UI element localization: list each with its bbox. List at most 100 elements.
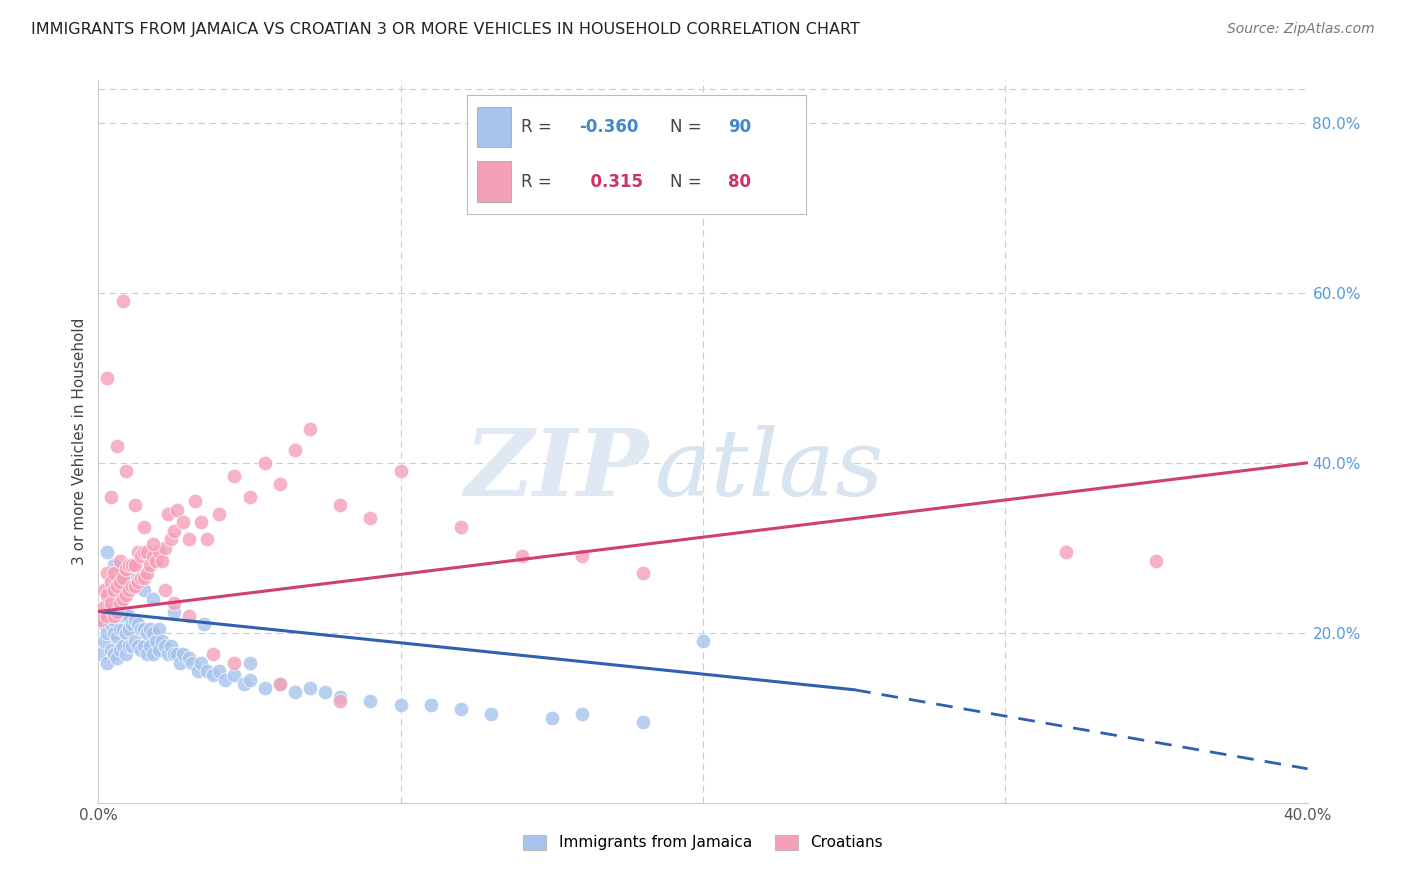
Point — [148, 545, 170, 559]
Point — [103, 625, 125, 640]
Point — [96, 656, 118, 670]
Point — [108, 596, 131, 610]
Point — [450, 702, 472, 716]
Point — [96, 588, 118, 602]
Point — [135, 545, 157, 559]
Point — [132, 570, 155, 584]
Point — [105, 605, 128, 619]
Point — [179, 608, 201, 623]
Point — [163, 647, 186, 661]
Point — [631, 714, 654, 729]
Point — [450, 519, 472, 533]
Point — [269, 677, 291, 691]
Point — [100, 600, 122, 615]
Point — [139, 558, 162, 572]
Point — [145, 634, 167, 648]
Point — [108, 622, 131, 636]
Point — [103, 647, 125, 661]
Point — [571, 549, 593, 564]
Point — [153, 583, 176, 598]
Point — [135, 566, 157, 581]
Point — [224, 468, 246, 483]
Point — [114, 608, 136, 623]
Point — [111, 570, 134, 584]
Point — [118, 608, 141, 623]
Point — [105, 439, 128, 453]
Point — [202, 647, 225, 661]
Point — [96, 625, 118, 640]
Point — [187, 664, 209, 678]
Point — [184, 494, 207, 508]
Point — [239, 673, 262, 687]
Point — [114, 562, 136, 576]
Point — [108, 574, 131, 589]
Point — [121, 558, 143, 572]
Point — [114, 647, 136, 661]
Point — [124, 613, 146, 627]
Point — [153, 639, 176, 653]
Text: Source: ZipAtlas.com: Source: ZipAtlas.com — [1227, 22, 1375, 37]
Text: IMMIGRANTS FROM JAMAICA VS CROATIAN 3 OR MORE VEHICLES IN HOUSEHOLD CORRELATION : IMMIGRANTS FROM JAMAICA VS CROATIAN 3 OR… — [31, 22, 860, 37]
Point — [118, 570, 141, 584]
Point — [1054, 545, 1077, 559]
Point — [193, 617, 215, 632]
Point — [121, 617, 143, 632]
Point — [121, 579, 143, 593]
Point — [224, 668, 246, 682]
Point — [93, 583, 115, 598]
Point — [148, 622, 170, 636]
Point — [132, 583, 155, 598]
Point — [208, 664, 231, 678]
Point — [111, 639, 134, 653]
Point — [100, 596, 122, 610]
Point — [150, 553, 173, 567]
Point — [481, 706, 503, 721]
Point — [100, 490, 122, 504]
Point — [160, 533, 183, 547]
Point — [195, 533, 218, 547]
Point — [100, 642, 122, 657]
Point — [105, 579, 128, 593]
Point — [156, 507, 179, 521]
Point — [166, 502, 188, 516]
Point — [172, 516, 194, 530]
Point — [284, 685, 307, 699]
Point — [195, 664, 218, 678]
Point — [114, 464, 136, 478]
Point — [93, 617, 115, 632]
Point — [132, 519, 155, 533]
Point — [129, 570, 152, 584]
Point — [108, 642, 131, 657]
Point — [127, 639, 149, 653]
Point — [190, 516, 212, 530]
Point — [139, 639, 162, 653]
Point — [145, 553, 167, 567]
Point — [150, 634, 173, 648]
Point — [284, 443, 307, 458]
Point — [103, 613, 125, 627]
Point — [118, 622, 141, 636]
Point — [93, 634, 115, 648]
Point — [156, 647, 179, 661]
Point — [692, 634, 714, 648]
Point — [127, 545, 149, 559]
Point — [208, 507, 231, 521]
Point — [299, 681, 322, 695]
Point — [239, 656, 262, 670]
Point — [142, 549, 165, 564]
Point — [631, 566, 654, 581]
Point — [121, 639, 143, 653]
Point — [111, 591, 134, 606]
Point — [360, 511, 382, 525]
Point — [108, 553, 131, 567]
Point — [329, 694, 352, 708]
Point — [114, 588, 136, 602]
Point — [96, 608, 118, 623]
Point — [132, 639, 155, 653]
Point — [90, 647, 112, 661]
Point — [224, 656, 246, 670]
Point — [148, 642, 170, 657]
Point — [103, 583, 125, 598]
Point — [111, 608, 134, 623]
Point — [179, 533, 201, 547]
